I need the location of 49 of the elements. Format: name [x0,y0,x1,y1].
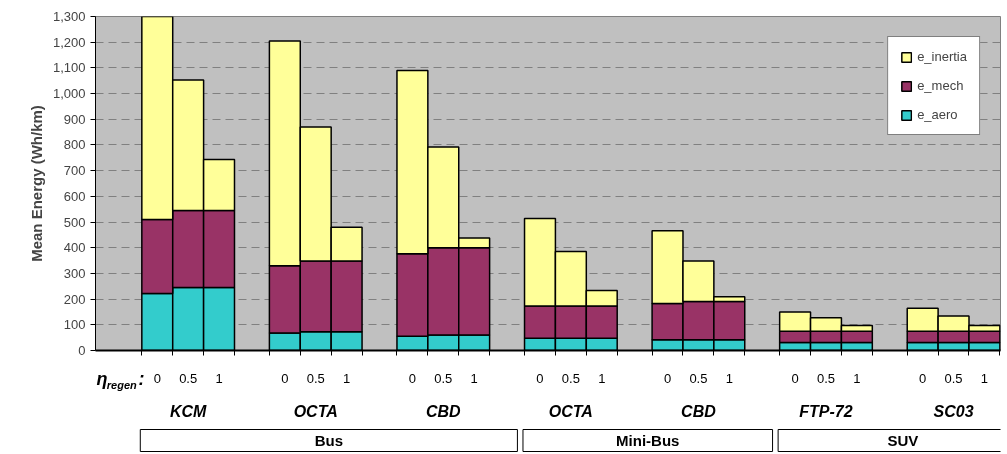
x-tick-label: 1 [215,371,223,386]
x-tick-label: 1 [980,371,989,386]
x-tick-label: 0.5 [816,371,836,386]
y-tick-label: 700 [63,163,86,179]
y-tick-label: 1,200 [52,34,86,50]
x-tick-label: 0.5 [561,371,580,386]
x-tick-label: 0 [791,371,799,386]
y-tick-label: 1,000 [52,86,86,102]
y-tick-label: 1,100 [52,60,86,76]
x-tick-label: 1 [470,371,478,386]
y-tick-label: 0 [78,343,86,358]
x-tick-label: 0.5 [306,371,325,386]
text: OCTA [548,403,593,420]
text: KCM [169,403,208,420]
legend-label: e_aero [917,107,958,122]
text: Mini-Bus [616,432,680,449]
y-tick-label: 600 [63,188,86,204]
x-tick-label: 0 [536,371,544,386]
x-tick-label: 0 [408,371,417,386]
x-tick-label: 0.5 [689,371,708,386]
y-tick-label: 500 [63,214,86,230]
y-tick-label: 200 [63,291,86,307]
y-tick-label: 800 [63,137,86,153]
text: OCTA [293,403,338,420]
x-tick-label: 1 [853,371,861,386]
y-tick-label: 1,300 [52,9,86,24]
text: SUV [887,432,919,449]
x-tick-label: 1 [598,371,606,386]
text: Bus [314,432,344,449]
text: FTP-72 [799,403,853,420]
x-tick-label: 0 [919,371,927,386]
y-tick-label: 900 [63,111,86,127]
x-tick-label: 0.5 [179,371,198,386]
x-tick-label: 0 [153,371,161,386]
legend-label: e_inertia [917,49,967,64]
x-tick-label: 0 [663,371,672,386]
y-tick-label: 400 [63,240,86,256]
y-axis-title: Mean Energy (Wh/km) [27,105,45,262]
y-tick-label: 100 [63,317,86,333]
y-tick-label: 300 [63,265,86,281]
text: SC03 [933,403,974,420]
text: CBD [425,403,462,420]
x-tick-label: 0 [281,371,289,386]
legend-label: e_mech [917,78,964,93]
x-tick-label: 1 [725,371,733,386]
text: CBD [681,403,717,420]
x-tick-label: 0.5 [944,371,963,386]
x-tick-label: 1 [343,371,351,386]
x-tick-label: 0.5 [434,371,453,386]
